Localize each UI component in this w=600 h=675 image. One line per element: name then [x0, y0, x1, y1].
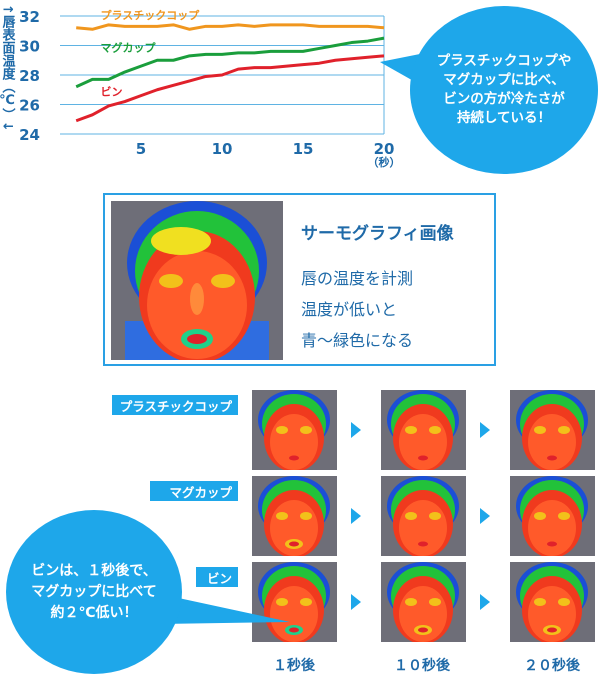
callout-bottom-tail [160, 594, 290, 624]
row-label-bottle: ビン [196, 567, 238, 587]
callout-bottom: ビンは、１秒後で、 マグカップに比べて 約２℃低い！ [6, 510, 182, 674]
arrow-right-icon [351, 594, 361, 610]
series-line-2 [75, 54, 385, 123]
thermography-description: 唇の温度を計測 温度が低いと 青〜緑色になる [301, 263, 413, 356]
chart-series [75, 23, 385, 123]
y-tick-26: 26 [19, 97, 40, 115]
series-label-0: プラスチックコップ [101, 8, 201, 22]
y-tick-labels: 24 26 28 30 32 [19, 8, 40, 144]
thermography-title: サーモグラフィ画像 [301, 224, 454, 244]
x-tick-20: 20 [374, 140, 395, 158]
arrow-right-icon [351, 508, 361, 524]
thermography-panel: サーモグラフィ画像 唇の温度を計測 温度が低いと 青〜緑色になる [103, 193, 496, 366]
thumbnail-plastic-10s [381, 390, 466, 470]
series-label-2: ビン [101, 85, 123, 99]
thumbnail-plastic-20s [510, 390, 595, 470]
y-tick-30: 30 [19, 38, 40, 56]
callout-top: プラスチックコップや マグカップに比べ、 ビンの方が冷たさが 持続している！ [410, 6, 598, 174]
series-line-0 [76, 23, 385, 31]
row-label-mug: マグカップ [150, 481, 238, 501]
thermography-line-1: 唇の温度を計測 [301, 269, 414, 288]
x-tick-labels: 5 10 15 20 [136, 140, 395, 158]
thumbnail-bottle-10s [381, 562, 466, 642]
arrow-right-icon [480, 422, 490, 438]
x-tick-15: 15 [293, 140, 314, 158]
row-label-plastic-cup: プラスチックコップ [112, 395, 238, 415]
arrow-right-icon [480, 508, 490, 524]
thermography-line-2: 温度が低いと [301, 300, 398, 319]
thumbnail-bottle-20s [510, 562, 595, 642]
thermography-face-large [111, 201, 283, 360]
time-label-1s: １秒後 [273, 658, 315, 674]
time-label-10s: １０秒後 [394, 658, 450, 674]
arrow-right-icon [480, 594, 490, 610]
y-tick-24: 24 [19, 126, 40, 144]
y-tick-32: 32 [19, 8, 40, 26]
x-tick-10: 10 [212, 140, 233, 158]
thumbnail-mug-20s [510, 476, 595, 556]
series-label-1: マグカップ [101, 40, 157, 54]
time-label-20s: ２０秒後 [524, 658, 580, 674]
thumbnail-bottle-1s [252, 562, 337, 642]
thermography-line-3: 青〜緑色になる [301, 331, 414, 350]
series-line-1 [75, 36, 385, 89]
x-tick-5: 5 [136, 140, 146, 158]
thumbnail-mug-10s [381, 476, 466, 556]
thumbnail-mug-1s [252, 476, 337, 556]
y-axis-label: ↑唇表面温度（℃）↓ [0, 4, 16, 132]
thumbnail-plastic-1s [252, 390, 337, 470]
y-tick-28: 28 [19, 67, 40, 85]
x-unit-label: （秒） [368, 155, 401, 169]
arrow-right-icon [351, 422, 361, 438]
